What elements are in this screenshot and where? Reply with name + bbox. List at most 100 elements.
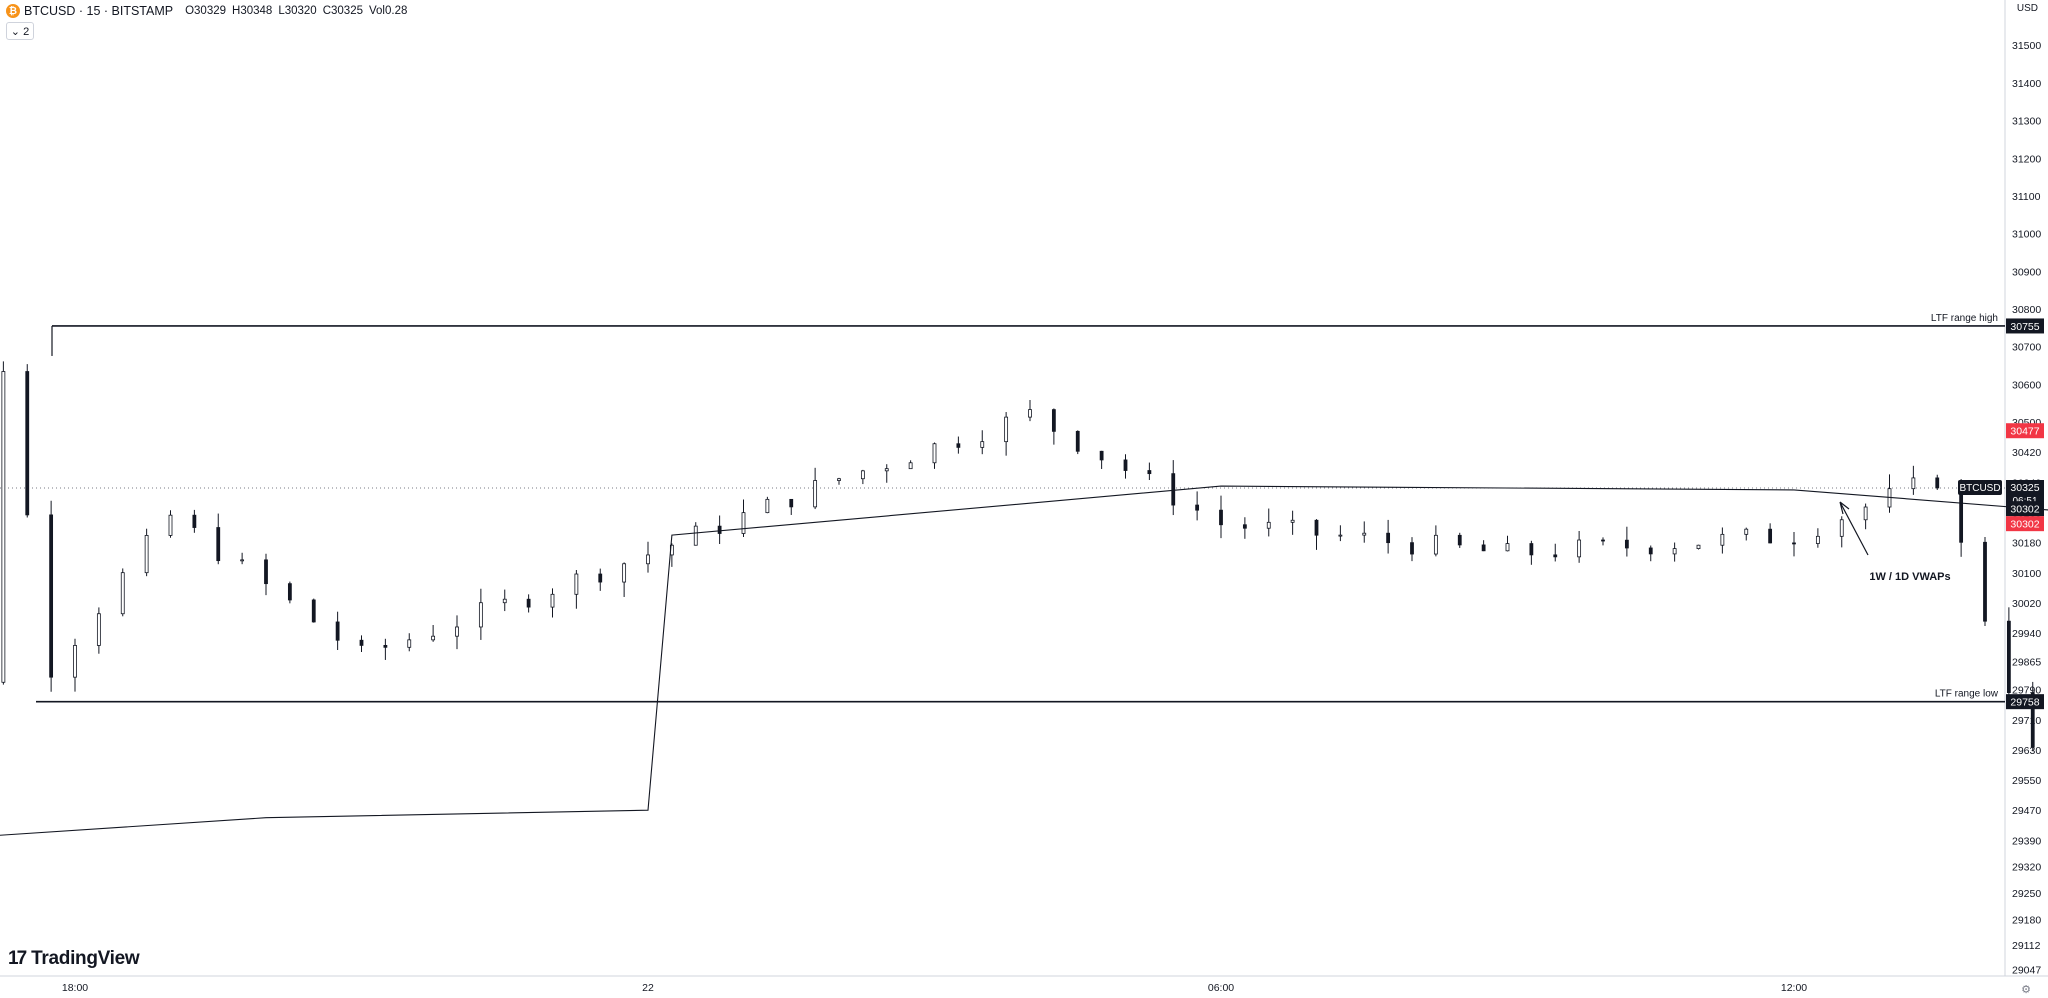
candle-down [717, 525, 722, 534]
candle-down [2006, 620, 2011, 693]
candle-up [837, 478, 841, 481]
price-tick-label: 31300 [2012, 116, 2041, 128]
weekly-open-price-tag: 30477 [2010, 426, 2039, 438]
candle-up [1266, 521, 1271, 529]
high-value: H30348 [232, 5, 273, 17]
time-tick-label: 06:00 [1208, 982, 1234, 994]
candle-up [622, 563, 627, 583]
candle-down [25, 371, 30, 516]
candle-down [1195, 504, 1200, 511]
candle-down [1935, 477, 1940, 489]
price-tick-label: 29320 [2012, 862, 2041, 874]
candle-down [1242, 524, 1247, 529]
price-tick-label: 30700 [2012, 342, 2041, 354]
candle-up [73, 645, 77, 678]
candle-down [1314, 519, 1319, 536]
symbol-price-tag-bg [1958, 480, 2002, 495]
candle-down [1075, 430, 1080, 452]
time-tick-label: 22 [642, 982, 654, 994]
candle-up [502, 598, 507, 604]
candle-up [860, 470, 865, 480]
candle-down [1601, 539, 1605, 542]
candle-up [908, 462, 913, 470]
candle-up [1290, 519, 1295, 523]
candle-down [264, 559, 268, 585]
tradingview-mark-icon: 17 [8, 948, 27, 969]
price-tick-label: 29550 [2012, 775, 2041, 787]
price-tick-label: 30020 [2012, 598, 2041, 610]
candle-down [1624, 539, 1629, 549]
candle-down [49, 514, 54, 678]
symbol-header: ₿ BTCUSD · 15 · BITSTAMP O30329 H30348 L30… [6, 3, 413, 19]
range-low-label: LTF range low [1935, 689, 1999, 700]
price-tick-label: 31500 [2012, 40, 2041, 52]
range-high-label: LTF range high [1931, 313, 1998, 324]
candle-down [311, 599, 316, 623]
collapse-indicators-button[interactable]: ⌄ 2 [6, 22, 34, 40]
candle-up [980, 441, 985, 448]
tradingview-wordmark: TradingView [31, 948, 140, 969]
candle-down [287, 583, 292, 601]
ohlc-readout: O30329 H30348 L30320 C30325 Vol0.28 [185, 5, 413, 17]
price-tick-label: 29180 [2012, 914, 2041, 926]
range-low-price-tag-bg [2006, 694, 2044, 710]
candle-down [526, 598, 531, 608]
candle-down [192, 514, 197, 528]
candle-up [884, 468, 889, 472]
candle-up [1696, 544, 1701, 549]
price-tick-label: 30900 [2012, 266, 2041, 278]
candle-down [1983, 541, 1987, 622]
candle-down [1648, 547, 1653, 555]
price-tick-label: 29710 [2012, 715, 2041, 727]
candle-up [550, 593, 555, 608]
candle-up [478, 602, 483, 628]
price-tick-label: 29865 [2012, 656, 2041, 668]
volume-value: Vol0.28 [369, 5, 408, 17]
candle-down [1410, 542, 1414, 555]
price-tick-label: 29112 [2012, 940, 2041, 952]
candle-up [96, 613, 101, 646]
vwap-arrow-icon [1839, 501, 1869, 556]
price-tick-label: 31100 [2012, 191, 2041, 203]
price-tick-label: 29047 [2012, 965, 2041, 977]
price-tick-label: 29470 [2012, 805, 2041, 817]
price-tick-label: 30600 [2012, 379, 2041, 391]
candle-up [574, 573, 579, 595]
candle-up [932, 443, 937, 464]
vwap-weekly-line [0, 485, 2048, 836]
symbol-title[interactable]: BTCUSD · 15 · BITSTAMP [24, 4, 174, 18]
candle-down [216, 527, 221, 562]
candle-up [1505, 543, 1510, 552]
candle-down [1457, 534, 1462, 546]
candle-down [598, 573, 603, 583]
candle-down [1171, 473, 1176, 506]
vwap-weekly-price-tag: 30302 [2010, 504, 2039, 516]
candle-up [1839, 519, 1844, 537]
candle-up [431, 635, 436, 641]
tradingview-logo[interactable]: 17 TradingView [8, 948, 140, 970]
candle-down [1792, 542, 1796, 545]
candle-up [1911, 477, 1916, 490]
currency-label[interactable]: USD [2016, 3, 2038, 14]
vwap-note: 1W / 1D VWAPs [1869, 571, 1950, 583]
candle-up [144, 535, 149, 574]
candle-down [1123, 459, 1128, 471]
candle-up [693, 525, 698, 546]
price-tick-label: 31000 [2012, 229, 2041, 241]
candle-down [1147, 470, 1152, 475]
low-value: L30320 [278, 5, 317, 17]
price-tick-label: 30180 [2012, 538, 2041, 550]
candle-down [335, 621, 340, 641]
candle-up [813, 480, 818, 508]
candle-up [1, 371, 6, 683]
candle-down [956, 443, 961, 448]
range-high-price-tag: 30755 [2010, 321, 2039, 333]
candle-up [120, 572, 125, 615]
weekly-open-price-tag-bg [2006, 423, 2044, 439]
candle-up [1815, 535, 1820, 544]
candle-up [1338, 534, 1343, 537]
close-value: C30325 [322, 5, 363, 17]
candle-down [1529, 543, 1534, 556]
price-tick-label: 29940 [2012, 628, 2041, 640]
